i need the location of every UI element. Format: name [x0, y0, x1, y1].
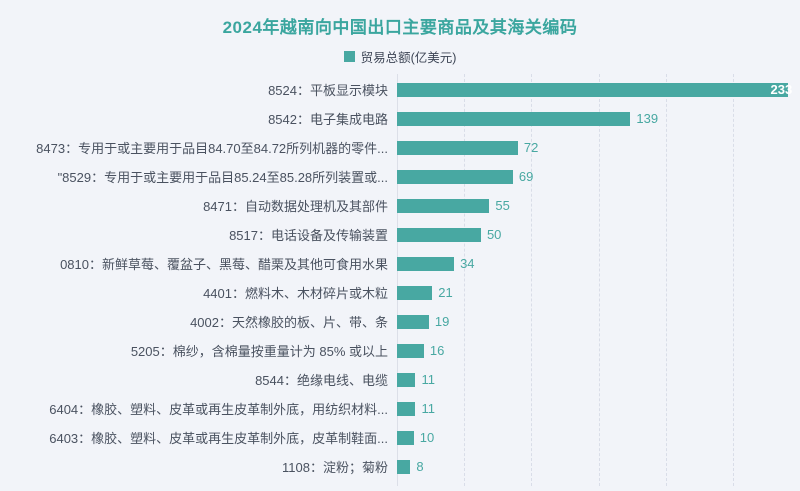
value-label: 50 — [486, 226, 502, 242]
category-label: 0810：新鲜草莓、覆盆子、黑莓、醋栗及其他可食用水果 — [60, 257, 388, 272]
category-label: 8517：电话设备及传输装置 — [229, 228, 388, 243]
bar-track: 55 — [397, 197, 800, 213]
gridlines — [397, 74, 800, 486]
bar — [397, 140, 518, 155]
value-label: 34 — [460, 255, 475, 271]
bar — [397, 111, 631, 126]
bar-row: 6404：橡胶、塑料、皮革或再生皮革制外底，用纺织材料... 11 — [0, 394, 800, 423]
category-label: 5205：棉纱，含棉量按重量计为 85% 或以上 — [130, 344, 388, 359]
value-label: 72 — [523, 139, 539, 155]
bar-row: 8473：专用于或主要用于品目84.70至84.72所列机器的零件... 72 — [0, 133, 800, 162]
legend-swatch-icon — [343, 51, 355, 62]
bar — [397, 169, 513, 184]
bar — [397, 256, 455, 271]
category-label: 6403：橡胶、塑料、皮革或再生皮革制外底，皮革制鞋面... — [49, 431, 388, 446]
bar-track: 8 — [397, 458, 800, 474]
gridline — [464, 74, 466, 486]
bar — [397, 227, 481, 242]
bar — [397, 314, 429, 329]
bar-row: 5205：棉纱，含棉量按重量计为 85% 或以上 16 — [0, 336, 800, 365]
bar — [397, 372, 416, 387]
bar — [397, 459, 411, 474]
category-label: 8524：平板显示模块 — [268, 83, 388, 98]
gridline — [732, 74, 734, 486]
category-label: 8544：绝缘电线、电缆 — [255, 373, 388, 388]
bar-row: "8529：专用于或主要用于品目85.24至85.28所列装置或... 69 — [0, 162, 800, 191]
bar-track: 21 — [397, 284, 800, 300]
value-label: 139 — [636, 110, 659, 126]
value-label: 11 — [421, 371, 435, 387]
gridline — [598, 74, 600, 486]
bar — [397, 430, 414, 445]
bar-track: 16 — [397, 342, 800, 358]
bar — [397, 401, 416, 416]
bar-track: 11 — [397, 371, 800, 387]
value-label: 69 — [518, 168, 534, 184]
bar-row: 1108：淀粉；菊粉 8 — [0, 452, 800, 481]
bar-track: 50 — [397, 226, 800, 242]
category-label: 8542：电子集成电路 — [268, 112, 388, 127]
bar-row: 8542：电子集成电路 139 — [0, 104, 800, 133]
category-label: "8529：专用于或主要用于品目85.24至85.28所列装置或... — [57, 170, 388, 185]
bar-row: 8544：绝缘电线、电缆 11 — [0, 365, 800, 394]
category-label: 8473：专用于或主要用于品目84.70至84.72所列机器的零件... — [36, 141, 388, 156]
value-label: 8 — [416, 458, 424, 474]
value-label: 233 — [770, 81, 793, 97]
bar-track: 11 — [397, 400, 800, 416]
bar-track: 139 — [397, 110, 800, 126]
y-axis-line — [397, 74, 398, 486]
bar-row: 0810：新鲜草莓、覆盆子、黑莓、醋栗及其他可食用水果 34 — [0, 249, 800, 278]
gridline — [665, 74, 667, 486]
category-label: 1108：淀粉；菊粉 — [282, 460, 388, 475]
value-label: 16 — [429, 342, 445, 358]
category-label: 6404：橡胶、塑料、皮革或再生皮革制外底，用纺织材料... — [49, 402, 388, 417]
bar-track: 72 — [397, 139, 800, 155]
value-label: 21 — [438, 284, 453, 300]
bar-row: 8517：电话设备及传输装置 50 — [0, 220, 800, 249]
plot-area: 8524：平板显示模块 233 8542：电子集成电路 139 8473：专用于或主要用… — [0, 74, 800, 491]
bar-row: 4401：燃料木、木材碎片或木粒 21 — [0, 278, 800, 307]
legend-label: 贸易总额(亿美元) — [360, 51, 457, 65]
chart-title: 2024年越南向中国出口主要商品及其海关编码 — [222, 18, 578, 37]
bar-rows: 8524：平板显示模块 233 8542：电子集成电路 139 8473：专用于或主要用… — [0, 75, 800, 481]
bar — [397, 82, 789, 97]
gridline — [531, 74, 533, 486]
bar-track: 233 — [397, 81, 800, 97]
bar — [397, 198, 490, 213]
category-label: 4002：天然橡胶的板、片、带、条 — [190, 315, 388, 330]
bar — [397, 285, 433, 300]
value-label: 11 — [421, 400, 435, 416]
bar-row: 8471：自动数据处理机及其部件 55 — [0, 191, 800, 220]
bar-track: 34 — [397, 255, 800, 271]
value-label: 55 — [495, 197, 510, 213]
bar-row: 6403：橡胶、塑料、皮革或再生皮革制外底，皮革制鞋面... 10 — [0, 423, 800, 452]
value-label: 19 — [434, 313, 450, 329]
bar-track: 10 — [397, 429, 800, 445]
value-label: 10 — [419, 429, 435, 445]
category-label: 4401：燃料木、木材碎片或木粒 — [203, 286, 388, 301]
bar-track: 19 — [397, 313, 800, 329]
bar-track: 69 — [397, 168, 800, 184]
bar-row: 8524：平板显示模块 233 — [0, 75, 800, 104]
category-label: 8471：自动数据处理机及其部件 — [203, 199, 388, 214]
bar — [397, 343, 424, 358]
bar-row: 4002：天然橡胶的板、片、带、条 19 — [0, 307, 800, 336]
legend: 贸易总额(亿美元) — [0, 47, 800, 66]
